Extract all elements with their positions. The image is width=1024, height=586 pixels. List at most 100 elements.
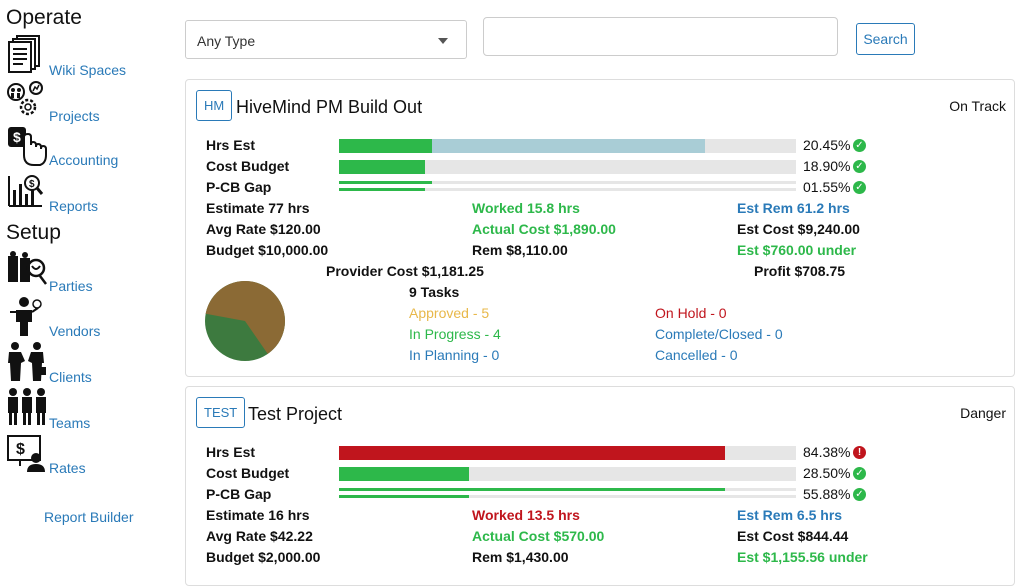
pcb-gap-percent: 01.55% [803,179,851,195]
estimate-hours: Estimate 16 hrs [206,507,310,523]
gap-fill-bottom [339,188,426,191]
search-input[interactable] [483,17,838,56]
team-icon [8,388,46,425]
gap-track-top [339,181,796,184]
sidebar-item-clients[interactable]: Clients [6,341,156,385]
project-card: TEST Test Project Danger Hrs Est 84.38% … [185,386,1015,586]
sidebar-item-label: Clients [49,369,92,385]
sidebar-item-rates[interactable]: $ Rates [6,434,156,476]
check-icon: ✓ [853,488,866,501]
check-icon: ✓ [853,160,866,173]
report-builder-link[interactable]: Report Builder [44,509,134,525]
setup-heading: Setup [6,221,61,244]
worked-hours: Worked 15.8 hrs [472,200,580,216]
sidebar-item-parties[interactable]: Parties [6,250,156,294]
team-gear-icon [7,81,43,116]
sidebar: Operate Wiki Spaces Projects $ [0,0,170,562]
gap-fill-bottom [339,495,470,498]
hrs-est-percent: 84.38% [803,444,851,460]
project-card: HM HiveMind PM Build Out On Track Hrs Es… [185,79,1015,377]
hrs-est-bar [339,446,796,460]
budget: Budget $2,000.00 [206,549,321,565]
hrs-est-fill [339,446,725,460]
task-in-planning[interactable]: In Planning - 0 [409,347,500,363]
sidebar-item-label: Rates [49,460,86,476]
est-remaining-hours: Est Rem 61.2 hrs [737,200,850,216]
search-button[interactable]: Search [856,23,915,55]
project-badge[interactable]: HM [196,90,233,121]
cost-budget-bar [339,467,796,481]
hrs-est-percent: 20.45% [803,137,851,153]
status-label: On Track [949,98,1006,114]
vendor-icon [10,297,42,336]
check-icon: ✓ [853,139,866,152]
cost-budget-label: Cost Budget [206,465,290,481]
status-label: Danger [960,405,1006,421]
type-filter-value: Any Type [197,33,256,49]
actual-cost: Actual Cost $570.00 [472,528,605,544]
hrs-est-label: Hrs Est [206,444,256,460]
gap-track-bottom [339,188,796,191]
cost-pie-chart [205,281,285,361]
gap-track-bottom [339,495,796,498]
avg-rate: Avg Rate $120.00 [206,221,321,237]
sidebar-item-vendors[interactable]: Vendors [6,296,156,339]
cost-budget-bar [339,160,796,174]
chevron-down-icon [438,38,448,44]
hrs-est-bar [339,139,796,153]
type-filter-select[interactable]: Any Type [185,20,467,59]
pcb-gap-bar [339,488,796,500]
warning-icon: ! [853,446,866,459]
project-name[interactable]: Test Project [248,404,343,424]
sidebar-item-label: Vendors [49,323,101,339]
estimate-hours: Estimate 77 hrs [206,200,310,216]
cost-budget-percent: 28.50% [803,465,851,481]
check-icon: ✓ [853,467,866,480]
sidebar-item-label: Accounting [49,152,119,168]
cost-budget-label: Cost Budget [206,158,290,174]
chart-magnifier-icon: $ [8,175,44,207]
dollar-hand-icon: $ [8,127,47,166]
pcb-gap-label: P-CB Gap [206,486,272,502]
sidebar-item-label: Parties [49,278,93,294]
sidebar-item-wiki-spaces[interactable]: Wiki Spaces [6,34,156,78]
sidebar-item-label: Wiki Spaces [49,62,127,78]
est-cost: Est Cost $844.44 [737,528,849,544]
sidebar-item-accounting[interactable]: $ Accounting [6,125,156,168]
est-cost: Est Cost $9,240.00 [737,221,860,237]
hrs-est-fill [339,139,433,153]
budget: Budget $10,000.00 [206,242,329,258]
rates-icon: $ [7,435,45,472]
remaining-budget: Rem $1,430.00 [472,549,569,565]
worked-hours: Worked 13.5 hrs [472,507,580,523]
cost-budget-fill [339,467,470,481]
tasks-count: 9 Tasks [409,284,460,300]
check-icon: ✓ [853,181,866,194]
pcb-gap-bar [339,181,796,193]
task-approved[interactable]: Approved - 5 [409,305,490,321]
pcb-gap-percent: 55.88% [803,486,851,502]
gap-fill-top [339,488,725,491]
avg-rate: Avg Rate $42.22 [206,528,313,544]
est-under: Est $760.00 under [737,242,857,258]
sidebar-item-label: Teams [49,415,91,431]
parties-icon [8,251,47,285]
svg-text:$: $ [29,179,35,190]
hrs-est-label: Hrs Est [206,137,256,153]
sidebar-item-projects[interactable]: Projects [6,80,156,124]
svg-text:$: $ [13,129,21,145]
task-complete-closed[interactable]: Complete/Closed - 0 [655,326,783,342]
project-name[interactable]: HiveMind PM Build Out [236,97,423,117]
sidebar-item-reports[interactable]: $ Reports [6,172,156,214]
sidebar-item-label: Projects [49,108,100,124]
sidebar-item-label: Reports [49,198,99,214]
profit: Profit $708.75 [754,263,846,279]
task-cancelled[interactable]: Cancelled - 0 [655,347,738,363]
sidebar-item-teams[interactable]: Teams [6,387,156,431]
task-in-progress[interactable]: In Progress - 4 [409,326,501,342]
pie-slice-provider-cost [205,281,285,354]
project-badge[interactable]: TEST [196,397,246,428]
remaining-budget: Rem $8,110.00 [472,242,568,258]
task-on-hold[interactable]: On Hold - 0 [655,305,727,321]
documents-icon [8,35,40,73]
